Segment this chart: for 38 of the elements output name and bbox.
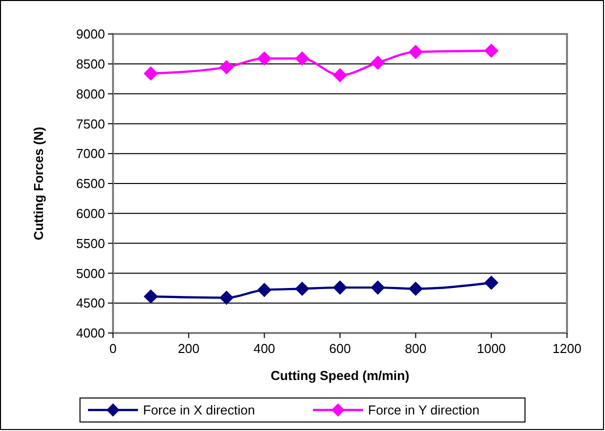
point — [144, 66, 158, 81]
y-tick-label: 6000 — [76, 206, 105, 221]
legend-label: Force in Y direction — [368, 402, 480, 418]
x-tick-label: 800 — [404, 341, 427, 356]
y-tick-label: 7000 — [76, 146, 105, 162]
y-tick-label: 8000 — [76, 86, 105, 102]
point — [332, 280, 348, 295]
x-tick-label: 1000 — [476, 341, 506, 356]
point — [408, 282, 423, 296]
point — [370, 280, 385, 295]
point — [144, 289, 158, 304]
x-tick-label: 1200 — [552, 341, 582, 356]
y-axis-title: Cutting Forces (N) — [31, 126, 46, 240]
x-tick-label: 0 — [109, 341, 117, 356]
x-tick-label: 600 — [329, 341, 351, 356]
y-tick-label: 5000 — [76, 266, 105, 281]
point — [370, 56, 385, 70]
point — [295, 51, 310, 66]
x-tick-label: 200 — [178, 341, 200, 356]
point — [257, 282, 272, 298]
x-axis-title: Cutting Speed (m/min) — [270, 368, 410, 383]
point — [484, 44, 498, 58]
point — [257, 51, 272, 66]
legend-label: Force in X direction — [143, 402, 255, 418]
y-tick-label: 4500 — [76, 296, 105, 311]
y-tick-label: 8500 — [76, 56, 105, 72]
y-tick-label: 4000 — [76, 326, 105, 341]
y-tick-label: 6500 — [76, 176, 105, 192]
point — [219, 60, 234, 74]
y-tick-label: 9000 — [76, 26, 105, 42]
point — [408, 44, 423, 60]
x-tick-label: 400 — [253, 341, 276, 356]
point — [295, 282, 310, 296]
point — [219, 290, 234, 305]
point — [332, 68, 348, 82]
point — [484, 276, 498, 290]
y-tick-label: 5500 — [76, 236, 105, 251]
y-tick-label: 7500 — [76, 116, 105, 132]
